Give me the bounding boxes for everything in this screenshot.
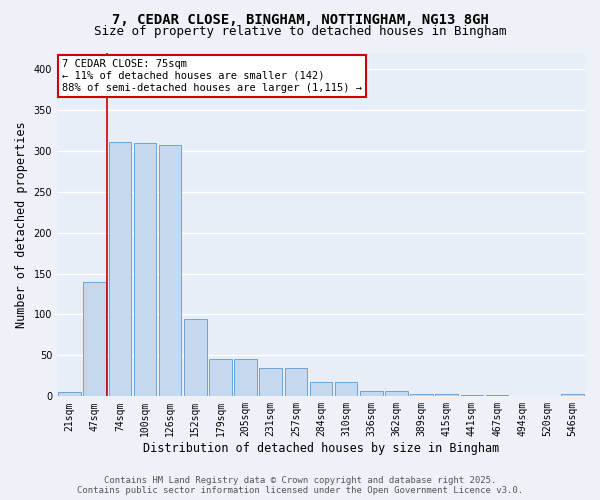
Bar — [134, 144, 157, 396]
Y-axis label: Number of detached properties: Number of detached properties — [15, 121, 28, 328]
Bar — [209, 358, 232, 397]
Text: 7, CEDAR CLOSE, BINGHAM, NOTTINGHAM, NG13 8GH: 7, CEDAR CLOSE, BINGHAM, NOTTINGHAM, NG1… — [112, 12, 488, 26]
Bar — [485, 394, 508, 396]
Bar — [58, 392, 81, 396]
Bar — [561, 394, 584, 396]
Bar — [360, 390, 383, 396]
Bar — [410, 394, 433, 396]
Bar — [259, 368, 282, 396]
Bar — [159, 145, 181, 397]
Text: Contains HM Land Registry data © Crown copyright and database right 2025.
Contai: Contains HM Land Registry data © Crown c… — [77, 476, 523, 495]
X-axis label: Distribution of detached houses by size in Bingham: Distribution of detached houses by size … — [143, 442, 499, 455]
Bar — [310, 382, 332, 396]
Bar — [284, 368, 307, 396]
Bar — [436, 394, 458, 396]
Bar — [234, 358, 257, 397]
Bar — [83, 282, 106, 397]
Text: 7 CEDAR CLOSE: 75sqm
← 11% of detached houses are smaller (142)
88% of semi-deta: 7 CEDAR CLOSE: 75sqm ← 11% of detached h… — [62, 60, 362, 92]
Bar — [385, 390, 408, 396]
Bar — [461, 394, 483, 396]
Text: Size of property relative to detached houses in Bingham: Size of property relative to detached ho… — [94, 25, 506, 38]
Bar — [335, 382, 358, 396]
Bar — [109, 142, 131, 396]
Bar — [184, 318, 206, 396]
